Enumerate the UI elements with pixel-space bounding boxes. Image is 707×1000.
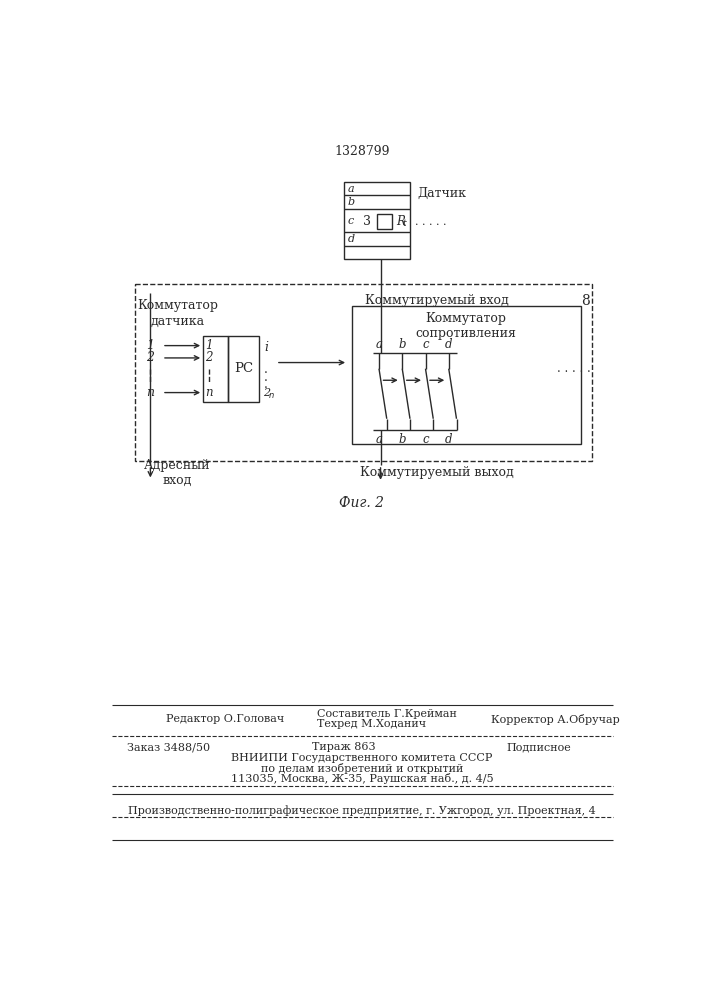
Text: c: c: [422, 433, 429, 446]
Text: c: c: [422, 338, 429, 351]
Text: n: n: [206, 386, 213, 399]
Text: 2: 2: [146, 351, 154, 364]
Text: по делам изобретений и открытий: по делам изобретений и открытий: [261, 763, 463, 774]
Text: Фиг. 2: Фиг. 2: [339, 496, 385, 510]
Text: Корректор А.Обручар: Корректор А.Обручар: [491, 714, 620, 725]
Text: РС: РС: [234, 362, 253, 375]
Text: d: d: [445, 338, 452, 351]
Text: a: a: [375, 433, 382, 446]
Text: Составитель Г.Крейман: Составитель Г.Крейман: [317, 709, 457, 719]
Text: 1328799: 1328799: [334, 145, 390, 158]
Bar: [377, 214, 392, 229]
Text: Редактор О.Головач: Редактор О.Головач: [166, 714, 284, 724]
Bar: [352, 306, 580, 444]
Text: 2: 2: [263, 388, 270, 398]
Text: b: b: [399, 338, 406, 351]
Text: Техред М.Ходанич: Техред М.Ходанич: [317, 719, 426, 729]
Text: .: .: [264, 378, 268, 391]
Text: d: d: [445, 433, 452, 446]
Text: Датчик: Датчик: [418, 187, 467, 200]
Bar: [135, 284, 592, 461]
Text: Адресный
вход: Адресный вход: [144, 459, 211, 487]
Text: Тираж 863: Тираж 863: [312, 742, 376, 752]
Text: a: a: [375, 338, 382, 351]
Text: t: t: [402, 219, 406, 228]
Text: Коммутируемый выход: Коммутируемый выход: [361, 466, 514, 479]
Text: .: .: [264, 371, 268, 384]
Text: .: .: [264, 363, 268, 376]
Text: Производственно-полиграфическое предприятие, г. Ужгород, ул. Проектная, 4: Производственно-полиграфическое предприя…: [128, 805, 596, 816]
Text: d: d: [348, 234, 355, 244]
Text: Коммутатор
датчика: Коммутатор датчика: [137, 299, 218, 327]
Text: n: n: [269, 391, 274, 400]
Text: R: R: [396, 215, 405, 228]
Text: 8: 8: [582, 294, 590, 308]
Text: i: i: [264, 341, 268, 354]
Text: a: a: [348, 184, 355, 194]
Text: ВНИИПИ Государственного комитета СССР: ВНИИПИ Государственного комитета СССР: [231, 753, 493, 763]
Text: 3: 3: [363, 215, 371, 228]
Text: 1: 1: [146, 339, 154, 352]
Text: 113035, Москва, Ж-35, Раушская наб., д. 4/5: 113035, Москва, Ж-35, Раушская наб., д. …: [230, 773, 493, 784]
Text: Коммутируемый вход: Коммутируемый вход: [366, 294, 509, 307]
Text: Заказ 3488/50: Заказ 3488/50: [127, 742, 210, 752]
Text: 2: 2: [206, 351, 213, 364]
Text: n: n: [146, 386, 154, 399]
Bar: [203, 336, 228, 402]
Text: . . . . .: . . . . .: [416, 217, 447, 227]
Bar: [344, 182, 410, 259]
Text: . . . . .: . . . . .: [557, 362, 591, 375]
Text: c: c: [348, 216, 354, 226]
Bar: [228, 336, 259, 402]
Text: 1: 1: [206, 339, 213, 352]
Text: b: b: [348, 197, 355, 207]
Text: Коммутатор
сопротивления: Коммутатор сопротивления: [416, 312, 516, 340]
Text: b: b: [399, 433, 406, 446]
Text: Подписное: Подписное: [507, 742, 572, 752]
